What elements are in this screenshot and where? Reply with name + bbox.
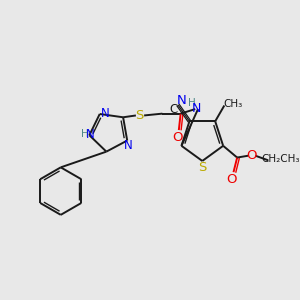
Text: O: O	[247, 149, 257, 162]
Text: N: N	[86, 128, 95, 141]
Text: N: N	[191, 102, 201, 115]
Text: C: C	[169, 103, 178, 116]
Text: N: N	[101, 106, 110, 120]
Text: CH₂CH₃: CH₂CH₃	[262, 154, 300, 164]
Text: H: H	[188, 98, 196, 108]
Text: S: S	[198, 161, 206, 174]
Text: CH₃: CH₃	[224, 99, 243, 109]
Text: O: O	[226, 173, 237, 186]
Text: H: H	[81, 129, 89, 139]
Text: N: N	[177, 94, 186, 107]
Text: S: S	[135, 109, 144, 122]
Text: N: N	[124, 139, 133, 152]
Text: O: O	[173, 131, 183, 144]
